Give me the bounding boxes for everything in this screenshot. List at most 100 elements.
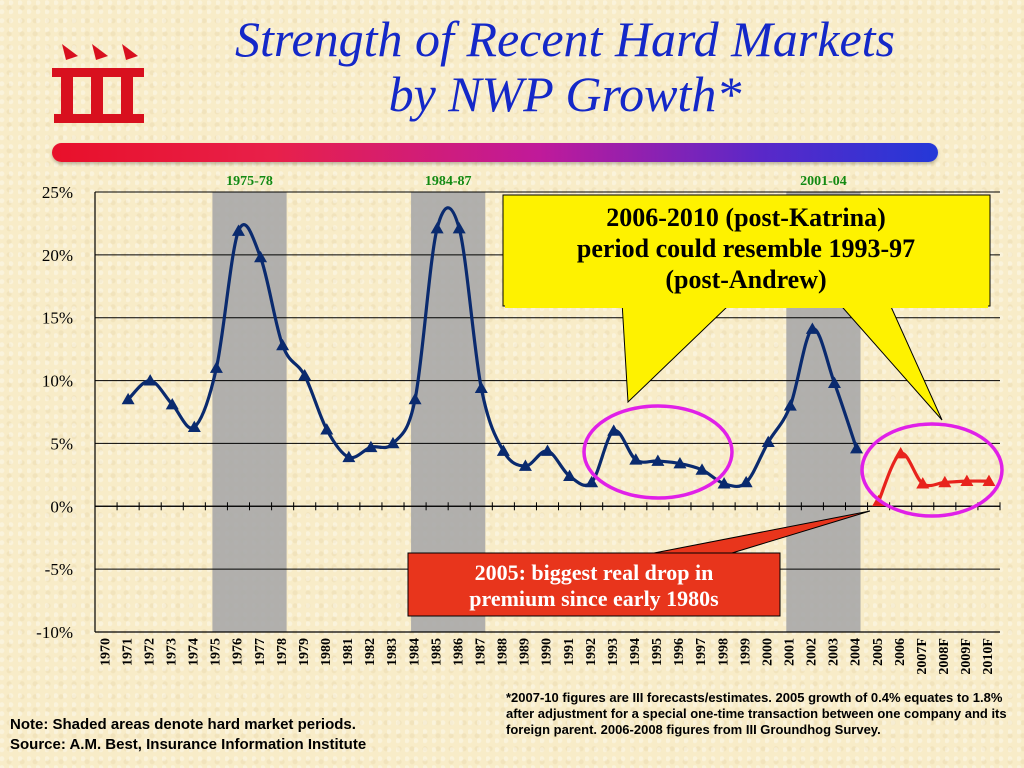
- actual-point-marker: [850, 441, 864, 454]
- x-tick-label: 1983: [385, 638, 400, 666]
- actual-point-marker: [364, 440, 378, 453]
- actual-point-marker: [761, 435, 775, 448]
- actual-point-marker: [629, 453, 643, 465]
- actual-point-marker: [386, 436, 400, 449]
- forecast-footnote: *2007-10 figures are III forecasts/estim…: [506, 690, 1007, 737]
- actual-point-marker: [165, 397, 179, 410]
- x-tick-label: 1999: [738, 638, 753, 666]
- actual-point-marker: [254, 250, 268, 263]
- y-tick-label: 25%: [42, 183, 73, 202]
- actual-point-marker: [408, 392, 422, 405]
- actual-point-marker: [474, 381, 488, 393]
- x-tick-label: 2008F: [937, 638, 952, 675]
- x-tick-label: 1987: [473, 638, 488, 666]
- y-tick-label: 20%: [42, 246, 73, 265]
- x-tick-label: 2010F: [981, 638, 996, 675]
- x-tick-label: 1970: [98, 638, 113, 666]
- x-tick-label: 2007F: [915, 638, 930, 675]
- actual-point-marker: [143, 374, 157, 386]
- actual-point-marker: [607, 424, 621, 436]
- highlight-circle-1993-97: [582, 404, 734, 500]
- y-tick-label: 15%: [42, 309, 73, 328]
- x-tick-label: 2002: [805, 638, 820, 666]
- actual-point-marker: [320, 423, 334, 435]
- actual-point-marker: [518, 459, 532, 471]
- actual-point-marker: [452, 221, 466, 234]
- x-tick-label: 1976: [231, 638, 246, 666]
- x-tick-label: 1997: [694, 638, 709, 666]
- x-tick-label: 1972: [142, 638, 157, 666]
- yellow-callout-text: 2006-2010 (post-Katrina) period could res…: [577, 203, 915, 294]
- y-tick-label: 0%: [50, 497, 73, 516]
- actual-point-marker: [209, 361, 223, 373]
- actual-point-marker: [739, 475, 753, 488]
- y-tick-label: 10%: [42, 372, 73, 391]
- actual-point-marker: [541, 444, 554, 456]
- x-tick-label: 1992: [584, 638, 599, 666]
- actual-point-marker: [231, 224, 245, 236]
- actual-point-marker: [563, 469, 577, 481]
- x-tick-label: 1995: [650, 638, 665, 666]
- forecast-growth-line: [877, 451, 989, 502]
- x-tick-label: 2005: [871, 638, 886, 666]
- callout-pointer-left: [621, 301, 730, 404]
- period-label: 2001-04: [800, 174, 847, 189]
- x-tick-label: 2003: [827, 638, 842, 666]
- period-label: 1975-78: [226, 174, 273, 189]
- actual-point-marker: [827, 376, 841, 388]
- x-tick-label: 1974: [187, 638, 202, 666]
- yellow-callout-line: 2006-2010 (post-Katrina): [606, 203, 885, 232]
- x-tick-label: 2009F: [959, 638, 974, 675]
- yellow-callout-line: (post-Andrew): [665, 265, 826, 294]
- y-tick-label: -10%: [36, 623, 73, 642]
- actual-point-marker: [187, 420, 201, 432]
- x-tick-label: 1971: [120, 638, 135, 666]
- actual-point-marker: [430, 221, 444, 234]
- actual-point-marker: [783, 399, 797, 411]
- x-tick-label: 1993: [606, 638, 621, 666]
- red-callout-line: premium since early 1980s: [469, 586, 719, 611]
- highlight-circle-2006-10: [860, 422, 1004, 518]
- actual-point-marker: [673, 457, 687, 469]
- x-tick-label: 1984: [407, 638, 422, 666]
- x-tick-label: 1985: [429, 638, 444, 666]
- chart-title-line-2: by NWP Growth*: [388, 66, 742, 122]
- x-tick-label: 1988: [496, 638, 511, 666]
- x-tick-label: 1979: [297, 638, 312, 666]
- y-tick-label: -5%: [45, 560, 73, 579]
- period-label: 1984-87: [425, 174, 472, 189]
- x-tick-label: 1975: [209, 638, 224, 666]
- red-callout-text: 2005: biggest real drop in premium since …: [469, 560, 719, 611]
- actual-point-marker: [805, 322, 819, 334]
- x-tick-label: 1980: [319, 638, 334, 666]
- actual-point-marker: [342, 450, 356, 463]
- source-line: Source: A.M. Best, Insurance Information…: [10, 736, 367, 753]
- forecast-point-marker: [894, 446, 908, 459]
- x-tick-label: 1991: [562, 638, 577, 666]
- actual-point-marker: [717, 477, 731, 489]
- red-callout-line: 2005: biggest real drop in: [475, 560, 714, 585]
- forecast-point-marker: [916, 477, 930, 489]
- forecast-point-marker: [938, 475, 952, 488]
- x-tick-label: 1978: [275, 638, 290, 666]
- chart-title-line-1: Strength of Recent Hard Markets: [234, 11, 896, 67]
- x-tick-label: 1973: [164, 638, 179, 666]
- forecast-point-marker: [982, 474, 996, 487]
- callout-seam: [505, 300, 988, 308]
- x-tick-label: 2000: [760, 638, 775, 666]
- actual-growth-line: [126, 206, 859, 489]
- shading-note: Note: Shaded areas denote hard market pe…: [10, 716, 356, 733]
- yellow-callout-line: period could resemble 1993-97: [577, 234, 915, 263]
- x-tick-label: 2004: [849, 638, 864, 666]
- x-tick-label: 1990: [540, 638, 555, 666]
- red-callout-box: [407, 552, 781, 617]
- x-tick-label: 1998: [716, 638, 731, 666]
- x-tick-label: 2001: [783, 638, 798, 666]
- x-tick-label: 1994: [628, 638, 643, 666]
- x-tick-label: 1981: [341, 638, 356, 666]
- iii-logo: [52, 44, 144, 123]
- actual-point-marker: [121, 392, 135, 405]
- x-tick-label: 1986: [451, 638, 466, 666]
- actual-point-marker: [496, 444, 510, 456]
